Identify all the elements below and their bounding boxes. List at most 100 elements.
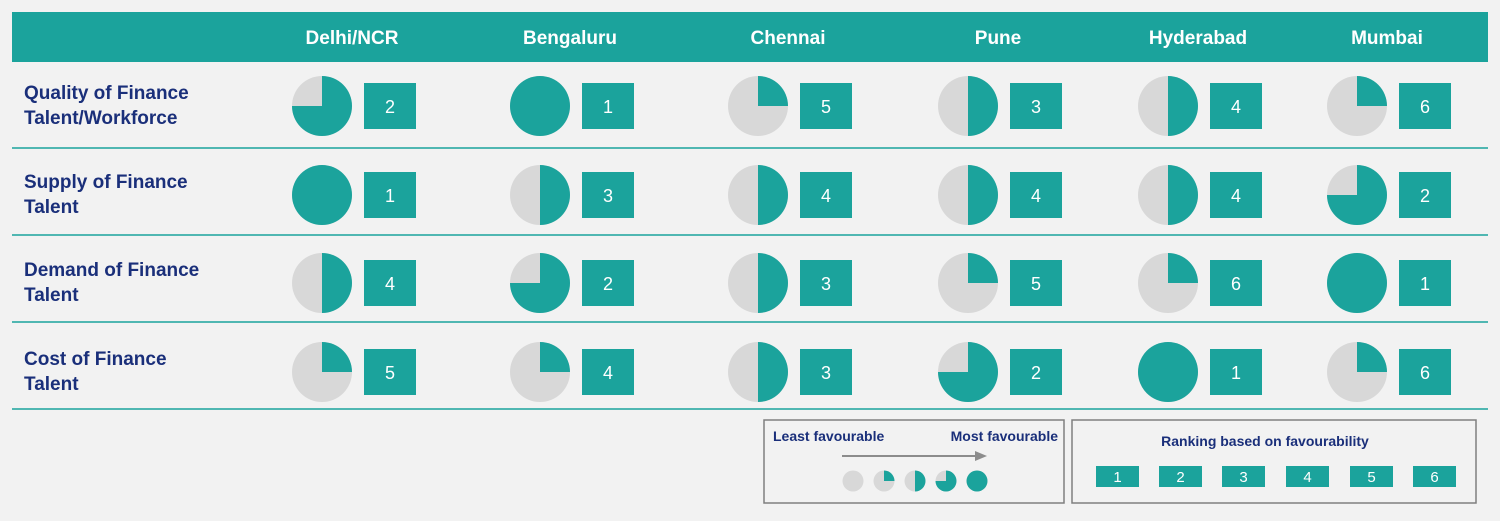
- ranking-legend-box-item: [1222, 466, 1265, 487]
- column-header-chennai: Chennai: [751, 28, 826, 49]
- rank-value: 4: [821, 186, 831, 206]
- pie-fill: [758, 165, 788, 225]
- favourability-pie: [510, 253, 570, 313]
- rank-box: [364, 172, 416, 218]
- pie-fill: [1168, 253, 1198, 283]
- rank-box: [1399, 349, 1451, 395]
- favourability-pie: [292, 253, 352, 313]
- favourability-pie: [1327, 342, 1387, 402]
- rank-box: [1399, 260, 1451, 306]
- rank-box: [1210, 349, 1262, 395]
- favourability-pie: [728, 342, 788, 402]
- row-label: Demand of Finance: [24, 260, 199, 281]
- pie-fill: [1357, 342, 1387, 372]
- favourability-legend-box: [763, 419, 1065, 504]
- rank-value: 1: [1420, 274, 1430, 294]
- pie-fill: [540, 165, 570, 225]
- rank-value: 3: [821, 274, 831, 294]
- rank-box: [1210, 260, 1262, 306]
- rank-value: 1: [603, 97, 613, 117]
- rank-box: [1399, 83, 1451, 129]
- rank-box: [1010, 83, 1062, 129]
- legend-pie: [904, 470, 926, 492]
- pie-fill: [510, 253, 570, 313]
- rank-value: 3: [821, 363, 831, 383]
- row-label: Talent: [24, 285, 79, 306]
- pie-fill: [758, 342, 788, 402]
- rank-box: [1010, 349, 1062, 395]
- favourability-pie: [292, 165, 352, 225]
- rank-value: 2: [603, 274, 613, 294]
- rank-value: 2: [1031, 363, 1041, 383]
- favourability-pie: [1327, 76, 1387, 136]
- ranking-legend-box-item: [1096, 466, 1139, 487]
- rank-box: [1210, 172, 1262, 218]
- row-label: Talent: [24, 374, 79, 395]
- ranking-legend-box-item: [1413, 466, 1456, 487]
- favourability-pie: [728, 76, 788, 136]
- pie-fill: [758, 76, 788, 106]
- rank-box: [364, 349, 416, 395]
- pie-fill: [1357, 76, 1387, 106]
- rank-box: [364, 83, 416, 129]
- favourability-pie: [728, 253, 788, 313]
- rank-value: 6: [1231, 274, 1241, 294]
- ranking-legend-title: Ranking based on favourability: [1161, 433, 1369, 449]
- pie-fill: [322, 342, 352, 372]
- rank-value: 4: [1031, 186, 1041, 206]
- row-label: Quality of Finance: [24, 83, 189, 104]
- pie-fill: [968, 253, 998, 283]
- favourability-pie: [1327, 165, 1387, 225]
- pie-fill: [938, 342, 998, 402]
- rank-value: 4: [603, 363, 613, 383]
- favourability-arrow-head: [975, 451, 987, 461]
- pie-fill: [915, 470, 926, 492]
- rank-box: [1010, 172, 1062, 218]
- favourability-pie: [292, 76, 352, 136]
- favourability-pie: [938, 342, 998, 402]
- pie-fill: [935, 470, 957, 492]
- pie-fill: [510, 76, 570, 136]
- rank-box: [582, 260, 634, 306]
- rank-box: [800, 349, 852, 395]
- rank-value: 1: [385, 186, 395, 206]
- favourability-pie: [510, 165, 570, 225]
- row-label: Cost of Finance: [24, 349, 167, 370]
- pie-fill: [292, 76, 352, 136]
- pie-fill: [540, 342, 570, 372]
- rank-value: 5: [1031, 274, 1041, 294]
- column-header-bengaluru: Bengaluru: [523, 28, 617, 49]
- pie-fill: [1168, 165, 1198, 225]
- rank-box: [800, 83, 852, 129]
- legend-pie: [873, 470, 895, 492]
- header-band: [12, 12, 1488, 62]
- least-favourable-label: Least favourable: [773, 428, 884, 444]
- legend-pie: [935, 470, 957, 492]
- ranking-legend-box-item: [1350, 466, 1393, 487]
- column-header-delhi-ncr: Delhi/NCR: [306, 28, 399, 49]
- legend-pie: [842, 470, 864, 492]
- column-header-hyderabad: Hyderabad: [1149, 28, 1247, 49]
- row-label: Talent/Workforce: [24, 108, 177, 129]
- pie-fill: [966, 470, 988, 492]
- pie-fill: [292, 165, 352, 225]
- pie-fill: [1168, 76, 1198, 136]
- rank-box: [582, 172, 634, 218]
- pie-fill: [758, 253, 788, 313]
- ranking-legend-value: 4: [1303, 469, 1311, 486]
- favourability-pie: [510, 342, 570, 402]
- pie-fill: [884, 470, 895, 481]
- most-favourable-label: Most favourable: [951, 428, 1059, 444]
- rank-value: 3: [1031, 97, 1041, 117]
- rank-value: 1: [1231, 363, 1241, 383]
- ranking-legend-box-item: [1159, 466, 1202, 487]
- pie-fill: [968, 76, 998, 136]
- pie-fill: [1138, 342, 1198, 402]
- ranking-legend-value: 3: [1239, 469, 1247, 486]
- rank-box: [1010, 260, 1062, 306]
- rank-value: 2: [1420, 186, 1430, 206]
- rank-box: [582, 349, 634, 395]
- ranking-legend-value: 2: [1176, 469, 1184, 486]
- favourability-pie: [1327, 253, 1387, 313]
